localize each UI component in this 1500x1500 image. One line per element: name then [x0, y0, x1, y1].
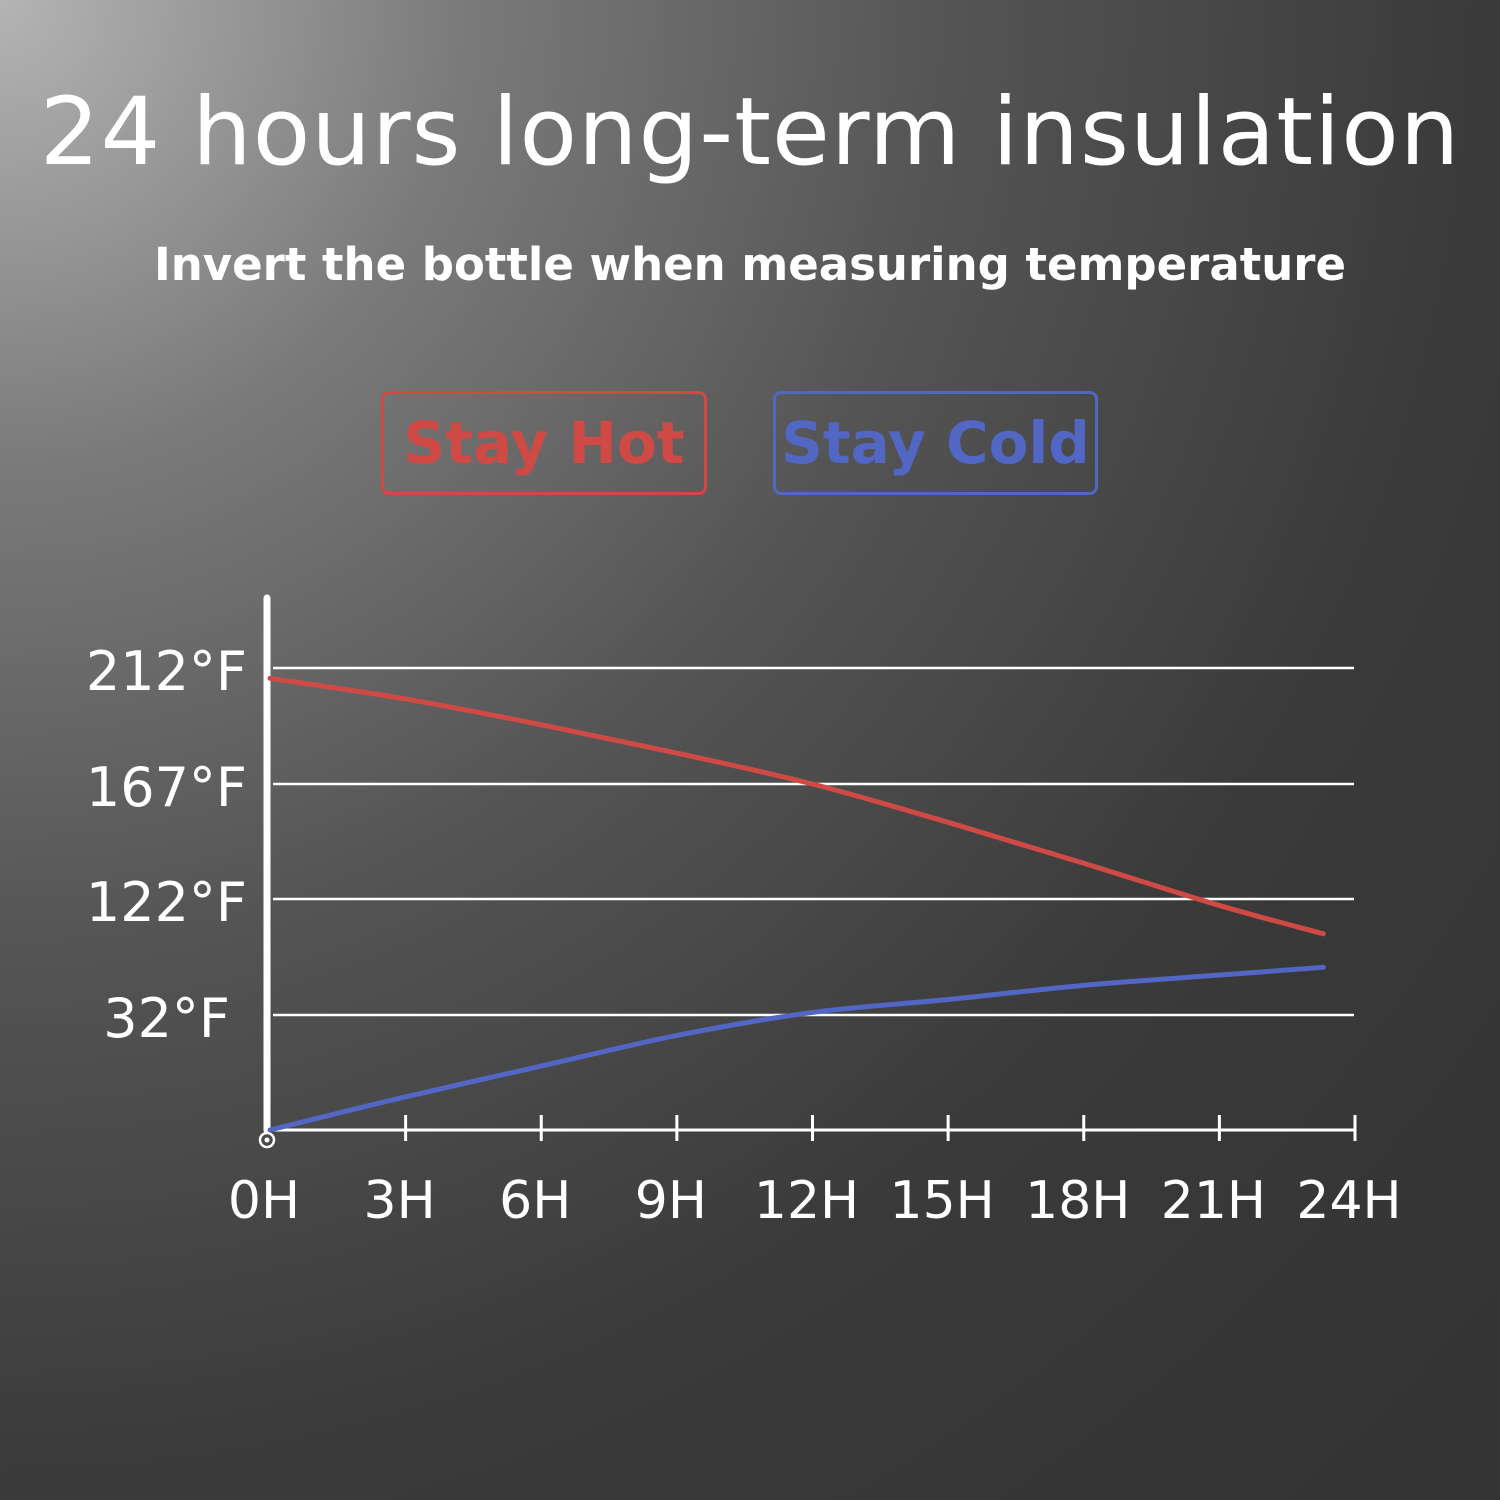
y-tick-label: 212°F: [86, 640, 247, 703]
legend-stay-cold: Stay Cold: [773, 391, 1098, 495]
x-tick-label: 6H: [499, 1171, 571, 1231]
axes: [258, 594, 1355, 1149]
legend-stay-hot-label: Stay Hot: [403, 409, 685, 477]
page-title: 24 hours long-term insulation: [39, 78, 1461, 187]
y-tick-label: 32°F: [103, 987, 230, 1050]
legend-stay-hot: Stay Hot: [381, 391, 707, 495]
x-tick-label: 9H: [635, 1171, 707, 1231]
legend-stay-cold-label: Stay Cold: [781, 409, 1090, 477]
y-tick-label: 167°F: [86, 756, 247, 819]
series-line: [267, 675, 1326, 937]
origin-marker-dot: [264, 1137, 270, 1143]
series-lines: [267, 675, 1326, 1133]
x-tick-label: 0H: [228, 1171, 300, 1231]
y-tick-label: 122°F: [86, 871, 247, 934]
x-tick-label: 15H: [889, 1171, 994, 1231]
y-tick-labels: 212°F 167°F 122°F 32°F: [86, 640, 247, 1050]
x-tick-label: 21H: [1161, 1171, 1266, 1231]
x-tick-label: 3H: [364, 1171, 436, 1231]
series-line: [267, 964, 1326, 1133]
x-tick-label: 24H: [1296, 1171, 1401, 1231]
gridlines: [273, 666, 1354, 1017]
origin-marker-icon: [258, 1131, 276, 1149]
x-tick-label: 18H: [1025, 1171, 1130, 1231]
x-tick-label: 12H: [754, 1171, 859, 1231]
x-ticks: 0H 3H 6H 9H 12H 15H 18H 21H 24H: [228, 1115, 1402, 1231]
page-subtitle: Invert the bottle when measuring tempera…: [154, 238, 1346, 291]
